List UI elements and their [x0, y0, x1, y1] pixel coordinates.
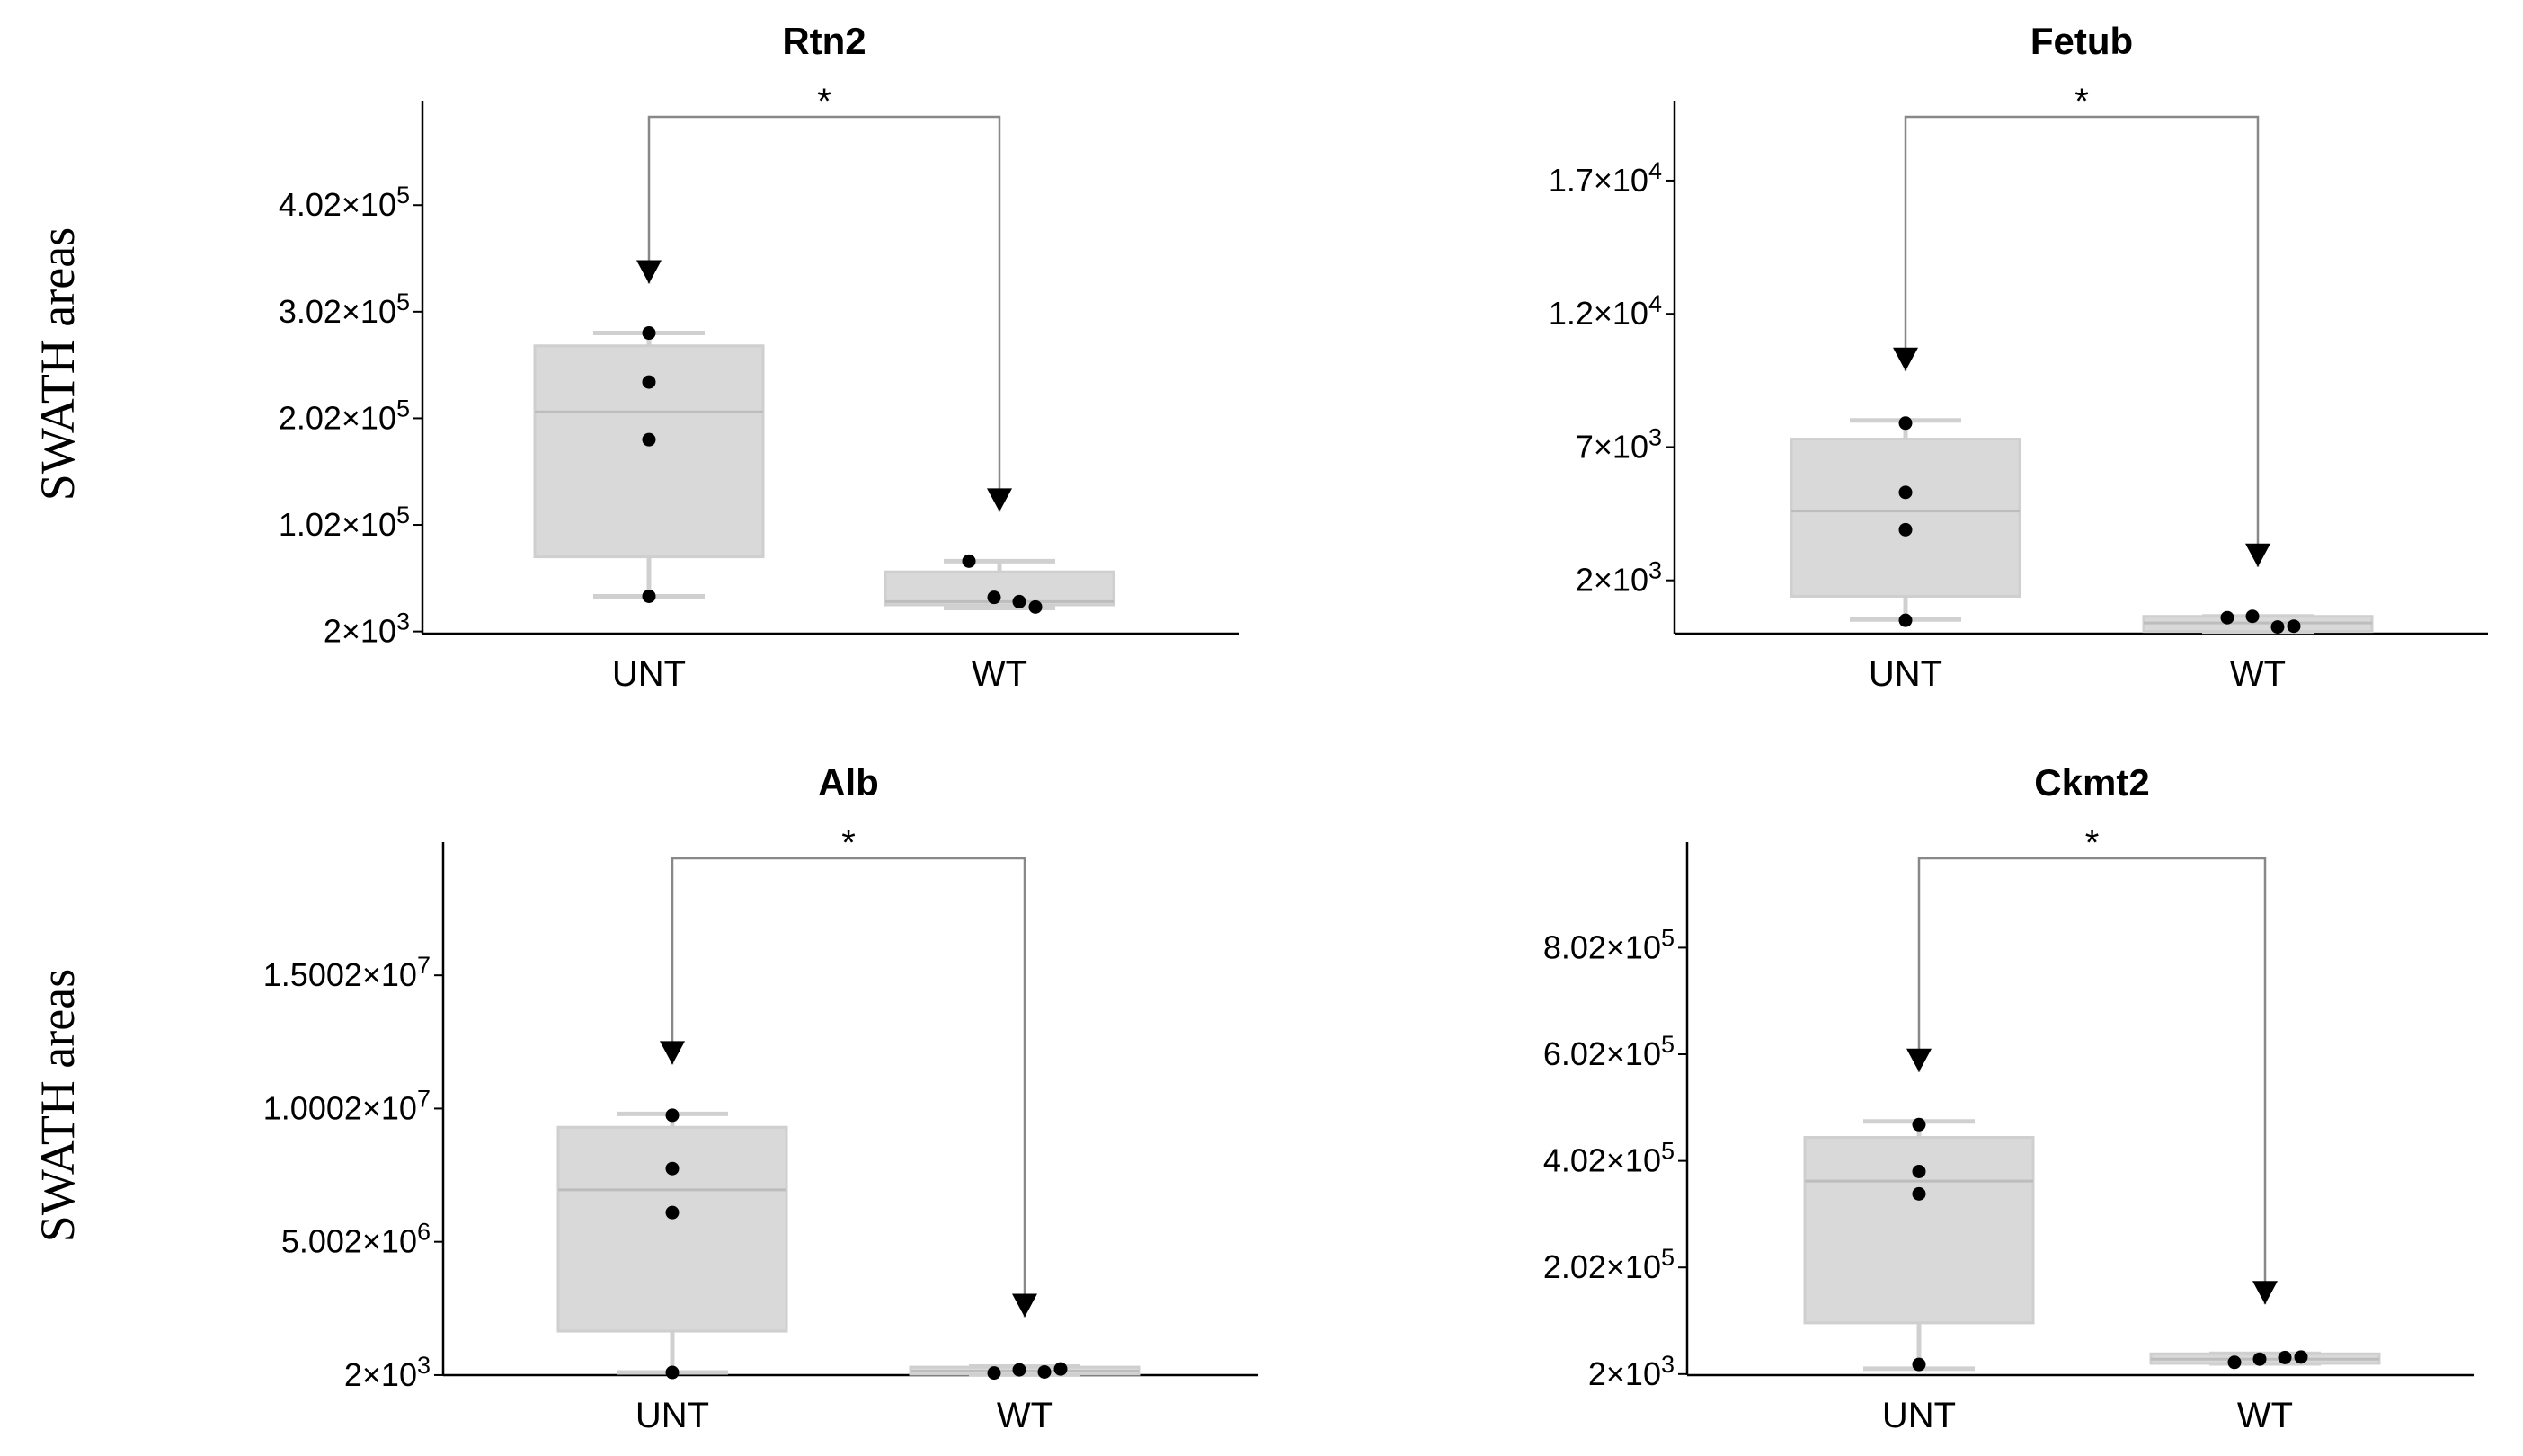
box-rect — [556, 1125, 788, 1333]
box-unt — [533, 331, 765, 599]
y-tick-label: 3.02×105 — [279, 289, 410, 330]
data-point — [1053, 1362, 1068, 1376]
significance-bracket — [671, 857, 1026, 1318]
data-point — [665, 1161, 680, 1176]
data-point — [1028, 599, 1043, 614]
data-point — [642, 326, 656, 341]
significance-bracket — [1904, 115, 2260, 567]
data-point — [1912, 1117, 1926, 1132]
data-point — [2294, 1350, 2308, 1364]
y-axis-label-bottom: SWATH areas — [31, 969, 84, 1242]
box-rect — [1790, 438, 2021, 598]
data-point — [1898, 613, 1913, 627]
x-tick-label-unt: UNT — [1869, 654, 1942, 694]
x-tick-label-unt: UNT — [612, 654, 686, 694]
data-point — [2287, 619, 2301, 634]
data-point — [1912, 1164, 1926, 1178]
significance-star: * — [817, 82, 831, 121]
y-tick-label: 1.7×104 — [1549, 157, 1662, 199]
y-tick-label: 2.02×105 — [279, 395, 410, 436]
y-tick-label: 1.2×104 — [1549, 290, 1662, 332]
y-tick-label: 5.002×106 — [281, 1219, 431, 1260]
data-point — [2270, 620, 2285, 635]
chart-panel-rtn2: Rtn2 2×103 1.02×105 2.02×105 3.02×105 4.02×10… — [279, 20, 1239, 694]
chart-panel-ckmt2: Ckmt2 2×103 2.02×105 4.02×105 6.02×105 8.02×1… — [1543, 761, 2474, 1435]
data-point — [2252, 1352, 2267, 1366]
box-wt — [2142, 614, 2374, 635]
y-axis-label-top-text: SWATH areas — [31, 227, 84, 501]
y-tick-label: 2.02×105 — [1543, 1244, 1675, 1285]
arrowhead — [636, 260, 662, 284]
significance-star: * — [2074, 82, 2089, 121]
y-tick-label: 1.02×105 — [279, 502, 410, 543]
x-tick-label-unt: UNT — [635, 1396, 709, 1435]
chart-panel-fetub: Fetub 2×103 7×103 1.2×104 1.7×104 * UNT WT — [1549, 20, 2488, 694]
x-tick-label-wt: WT — [997, 1396, 1053, 1435]
y-tick-label: 8.02×105 — [1543, 924, 1675, 965]
y-tick-label: 2×103 — [344, 1352, 431, 1393]
data-point — [987, 1366, 1001, 1381]
arrowhead — [987, 488, 1012, 512]
chart-title: Alb — [818, 761, 879, 803]
box-rect — [1803, 1136, 2035, 1325]
data-point — [665, 1108, 680, 1123]
arrowhead — [1012, 1293, 1037, 1318]
data-point — [642, 432, 656, 447]
y-tick-label: 2×103 — [1576, 557, 1662, 599]
x-tick-label-wt: WT — [2237, 1396, 2293, 1435]
box-unt — [1803, 1119, 2035, 1372]
data-point — [2278, 1350, 2292, 1364]
arrowhead — [2252, 1281, 2278, 1305]
data-point — [1012, 1363, 1026, 1377]
data-point — [1912, 1357, 1926, 1372]
data-point — [665, 1205, 680, 1220]
y-axis-label-top: SWATH areas — [31, 227, 84, 501]
data-point — [1037, 1364, 1052, 1379]
data-point — [642, 375, 656, 389]
y-tick-label: 7×103 — [1576, 423, 1662, 465]
data-point — [1012, 594, 1026, 608]
y-tick-label: 6.02×105 — [1543, 1031, 1675, 1072]
x-tick-label-wt: WT — [2230, 654, 2286, 694]
data-point — [962, 554, 976, 568]
arrowhead — [1893, 347, 1918, 371]
x-tick-label-unt: UNT — [1882, 1396, 1956, 1435]
chart-title: Ckmt2 — [2034, 761, 2149, 803]
y-tick-label: 2×103 — [324, 608, 410, 650]
significance-bracket — [647, 115, 1001, 512]
significance-star: * — [2085, 823, 2100, 863]
data-point — [2227, 1355, 2242, 1370]
arrowhead — [660, 1041, 685, 1065]
data-point — [987, 590, 1001, 605]
chart-title: Fetub — [2030, 20, 2133, 62]
y-tick-label: 1.0002×107 — [263, 1085, 431, 1126]
chart-panels: Rtn2 2×103 1.02×105 2.02×105 3.02×105 4.02×10… — [263, 20, 2488, 1435]
x-tick-label-wt: WT — [972, 654, 1027, 694]
data-point — [642, 589, 656, 603]
data-point — [2245, 609, 2260, 624]
data-point — [2220, 610, 2234, 625]
y-tick-label: 4.02×105 — [279, 182, 410, 223]
chart-panel-alb: Alb 2×103 5.002×106 1.0002×107 1.5002×107 * UN… — [263, 761, 1258, 1435]
box-unt — [556, 1111, 788, 1375]
data-point — [1912, 1186, 1926, 1201]
y-tick-label: 2×103 — [1588, 1351, 1675, 1392]
y-axis-label-bottom-text: SWATH areas — [31, 969, 84, 1242]
y-tick-label: 1.5002×107 — [263, 952, 431, 993]
y-tick-label: 4.02×105 — [1543, 1138, 1675, 1179]
arrowhead — [2245, 543, 2270, 567]
significance-star: * — [841, 823, 856, 863]
data-point — [1898, 522, 1913, 537]
data-point — [1898, 416, 1913, 431]
significance-bracket — [1917, 857, 2267, 1305]
data-point — [665, 1365, 680, 1380]
data-point — [1898, 485, 1913, 500]
arrowhead — [1906, 1048, 1932, 1072]
box-unt — [1790, 418, 2021, 622]
chart-title: Rtn2 — [782, 20, 866, 62]
